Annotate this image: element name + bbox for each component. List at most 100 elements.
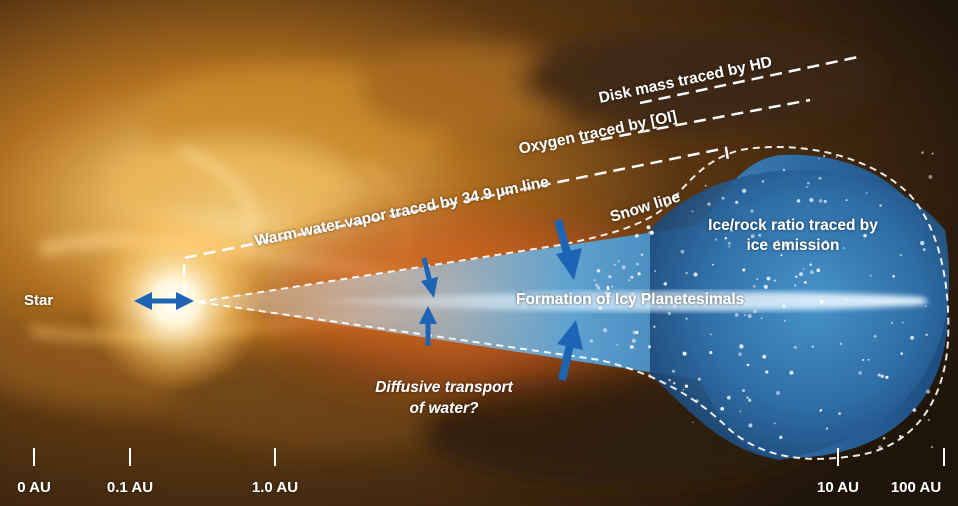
ice-particle xyxy=(712,263,715,266)
ice-particle xyxy=(819,410,822,413)
ice-particle xyxy=(818,199,823,203)
ice-particle xyxy=(782,304,786,309)
ice-particle xyxy=(658,305,662,308)
ice-particle xyxy=(761,180,765,183)
ice-particle xyxy=(842,247,845,249)
ice-particle xyxy=(682,388,685,391)
ice-particle xyxy=(746,396,749,400)
ice-particle xyxy=(626,300,629,303)
ice-particle xyxy=(634,233,639,238)
ice-particle xyxy=(748,398,752,402)
ice-particle xyxy=(809,270,814,275)
ice-particle xyxy=(839,342,843,345)
star-label: Star xyxy=(24,292,53,309)
ice-particle xyxy=(796,199,801,203)
ice-particle xyxy=(861,358,865,361)
ice-particle xyxy=(776,391,780,395)
ice-particle xyxy=(899,254,903,257)
ice-particle xyxy=(709,333,712,336)
ice-particle xyxy=(807,181,810,185)
ice-particle xyxy=(728,245,730,248)
ice-particle xyxy=(746,363,750,367)
ice-particle xyxy=(744,302,747,305)
ice-particle xyxy=(742,389,746,392)
ice-particle xyxy=(782,168,786,172)
ice-particle xyxy=(693,272,698,277)
diffusive-arrow-up xyxy=(419,306,437,346)
ice-particle xyxy=(735,200,739,205)
planetesimals-label: Formation of Icy Planetesimals xyxy=(516,291,744,308)
ice-rock-label-line1: Ice/rock ratio traced by xyxy=(708,217,878,234)
ice-particle xyxy=(654,270,657,272)
ice-particle xyxy=(750,209,754,213)
ice-particle xyxy=(910,335,915,340)
ice-particle xyxy=(672,369,675,373)
ice-particle xyxy=(920,241,925,246)
ice-particle xyxy=(802,268,805,270)
ice-particle xyxy=(598,306,603,310)
ice-particle xyxy=(668,378,671,382)
ice-particle xyxy=(721,196,725,200)
ice-particle xyxy=(632,330,637,335)
ice-particle xyxy=(926,389,931,394)
ice-particle xyxy=(673,304,677,308)
ice-particle xyxy=(647,345,652,349)
ice-particle xyxy=(663,282,668,286)
ice-particle xyxy=(783,319,786,322)
ice-particle xyxy=(709,351,713,355)
ice-particle xyxy=(616,343,618,346)
ice-particle xyxy=(924,305,927,308)
ice-particle xyxy=(865,191,868,195)
planetesimal-arrow-down xyxy=(554,218,582,280)
ice-particle xyxy=(602,328,608,333)
ice-particle xyxy=(845,199,848,202)
ice-particle xyxy=(624,294,628,299)
ice-particle xyxy=(863,233,867,238)
ice-particle xyxy=(885,375,889,379)
ice-particle xyxy=(744,314,746,316)
ice-particle xyxy=(738,352,742,357)
ice-particle xyxy=(760,317,763,320)
ice-particles xyxy=(588,151,934,450)
ice-particle xyxy=(823,239,828,244)
ice-particle xyxy=(635,330,639,335)
ice-particle xyxy=(588,299,592,303)
ice-particle xyxy=(595,283,599,287)
ice-particle xyxy=(773,279,776,282)
ice-particle xyxy=(631,338,636,343)
ice-particle xyxy=(763,284,768,289)
ice-particle xyxy=(667,311,671,316)
ice-particle xyxy=(611,285,614,288)
ice-particle xyxy=(748,423,753,428)
ice-particle xyxy=(726,395,731,400)
ice-particle xyxy=(756,278,759,281)
ice-particle xyxy=(697,377,701,381)
tracer-lines xyxy=(182,55,859,295)
ice-particle xyxy=(707,202,711,206)
planetesimal-arrow-up xyxy=(557,320,583,381)
disk-outline xyxy=(197,146,950,460)
ice-particle xyxy=(882,436,886,440)
ice-particle xyxy=(803,280,807,284)
ice-particle xyxy=(879,204,882,207)
ice-particle xyxy=(617,260,620,263)
ice-particle xyxy=(779,435,783,440)
ice-particle xyxy=(765,370,769,374)
ice-particle xyxy=(604,291,609,295)
ice-particle xyxy=(597,286,601,290)
ice-particle xyxy=(818,157,820,160)
ice-particle xyxy=(630,292,635,297)
ice-particle xyxy=(621,265,626,270)
tick-label-1au: 1.0 AU xyxy=(252,479,298,496)
ice-particle xyxy=(780,254,783,257)
ice-particle xyxy=(922,248,926,251)
ice-particle xyxy=(742,268,746,272)
ice-particle xyxy=(648,231,650,234)
ice-particle xyxy=(809,197,814,203)
diffusive-label-line2: of water? xyxy=(410,400,479,417)
ice-particle xyxy=(646,225,651,230)
ice-particle xyxy=(640,253,644,256)
ice-particle xyxy=(835,156,838,158)
ice-particle xyxy=(776,239,780,243)
ice-particle xyxy=(809,263,812,266)
